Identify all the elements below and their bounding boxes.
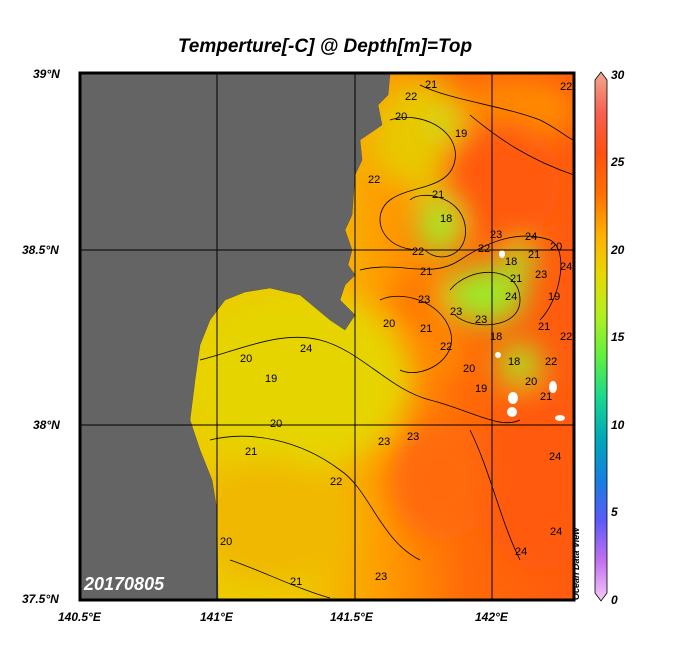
contour-label: 22 — [560, 331, 572, 343]
colorbar-tick-10: 10 — [611, 418, 625, 432]
odv-watermark: Ocean Data View — [571, 527, 581, 600]
colorbar-tick-5: 5 — [611, 505, 618, 519]
contour-label: 19 — [475, 383, 487, 395]
contour-label: 24 — [515, 546, 527, 558]
contour-label: 23 — [475, 314, 487, 326]
contour-label: 21 — [425, 79, 437, 91]
contour-label: 20 — [525, 376, 537, 388]
contour-label: 20 — [220, 536, 232, 548]
contour-label: 21 — [540, 391, 552, 403]
lat-tick-39: 39°N — [33, 67, 60, 81]
contour-label: 21 — [510, 273, 522, 285]
contour-label: 21 — [245, 446, 257, 458]
contour-label: 22 — [545, 356, 557, 368]
contour-label: 20 — [550, 241, 562, 253]
contour-label: 24 — [560, 261, 572, 273]
contour-label: 21 — [432, 189, 444, 201]
contour-label: 23 — [418, 294, 430, 306]
land-mass — [80, 73, 391, 600]
contour-label: 22 — [440, 341, 452, 353]
contour-label: 20 — [395, 111, 407, 123]
contour-label: 23 — [407, 431, 419, 443]
lon-tick-141-5: 141.5°E — [330, 610, 373, 624]
lat-tick-37-5: 37.5°N — [22, 592, 59, 606]
contour-label: 23 — [375, 571, 387, 583]
colorbar-bar — [594, 71, 608, 602]
contour-label: 21 — [420, 323, 432, 335]
contour-label: 20 — [383, 318, 395, 330]
contour-label: 23 — [378, 436, 390, 448]
contour-label: 21 — [528, 249, 540, 261]
contour-label: 22 — [405, 91, 417, 103]
contour-label: 24 — [550, 526, 562, 538]
map-title: Temperture[-C] @ Depth[m]=Top — [177, 36, 473, 57]
lon-tick-142: 142°E — [475, 610, 508, 624]
contour-label: 18 — [490, 331, 502, 343]
contour-label: 23 — [450, 306, 462, 318]
contour-label: 19 — [265, 373, 277, 385]
contour-label: 24 — [549, 451, 561, 463]
map-frame — [78, 71, 576, 602]
colorbar-tick-25: 25 — [611, 155, 625, 169]
contour-label: 23 — [490, 229, 502, 241]
contour-label: 22 — [330, 476, 342, 488]
contour-label: 24 — [505, 291, 517, 303]
date-label: 20170805 — [84, 574, 165, 594]
contour-label: 22 — [478, 243, 490, 255]
contour-label: 21 — [538, 321, 550, 333]
contour-label: 18 — [508, 356, 520, 368]
contour-label: 23 — [535, 269, 547, 281]
contour-label: 21 — [290, 576, 302, 588]
contour-label: 20 — [463, 363, 475, 375]
colorbar-tick-20: 20 — [611, 243, 625, 257]
contour-label: 24 — [300, 343, 312, 355]
contour-lines — [199, 84, 574, 599]
contour-label: 20 — [270, 418, 282, 430]
lat-tick-38-5: 38.5°N — [22, 243, 59, 257]
contour-label: 21 — [420, 266, 432, 278]
contour-label: 24 — [525, 231, 537, 243]
colorbar-tick-0: 0 — [611, 593, 618, 607]
contour-label: 18 — [440, 213, 452, 225]
contour-label: 22 — [412, 246, 424, 258]
contour-label: 19 — [548, 291, 560, 303]
graticule — [80, 73, 574, 600]
lat-tick-38: 38°N — [33, 418, 60, 432]
colorbar-tick-30: 30 — [611, 68, 625, 82]
contour-label: 18 — [505, 256, 517, 268]
missing-data-spots — [495, 250, 565, 421]
lon-tick-140-5: 140.5°E — [58, 610, 101, 624]
contour-label: 19 — [455, 128, 467, 140]
colorbar-tick-15: 15 — [611, 330, 625, 344]
contour-label: 22 — [368, 174, 380, 186]
lon-tick-141: 141°E — [200, 610, 233, 624]
contour-label: 20 — [240, 353, 252, 365]
contour-label: 22 — [560, 81, 572, 93]
colorbar — [594, 71, 608, 602]
